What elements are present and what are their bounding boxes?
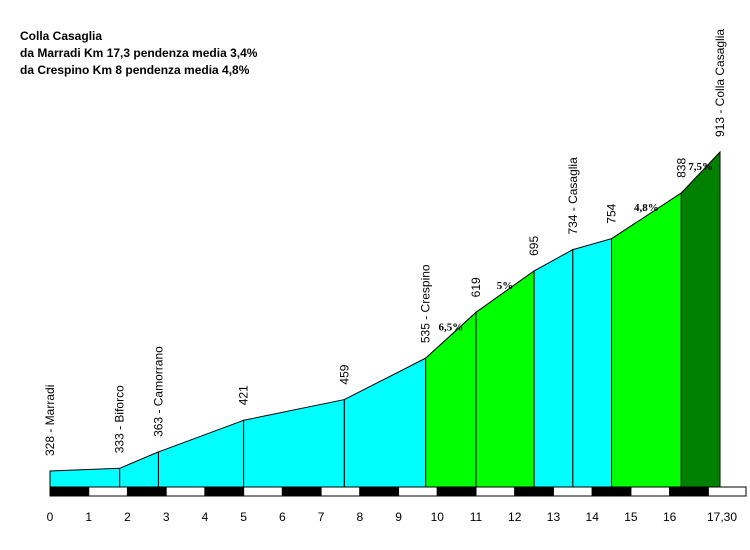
- profile-segment-1: [119, 451, 159, 488]
- point-label: 838: [674, 158, 688, 178]
- gradient-label: 5%: [497, 280, 514, 292]
- x-tick-label: 16: [663, 510, 677, 524]
- km-bar-block: [243, 486, 283, 497]
- km-bar-block: [281, 486, 322, 497]
- km-bar-block: [707, 486, 747, 497]
- profile-segment-2: [157, 419, 245, 488]
- x-tick-label: 17,30: [707, 510, 737, 524]
- point-labels: 328 - Marradi 333 - Biforco 363 - Camorran…: [43, 29, 727, 456]
- profile-segment-9: [611, 191, 682, 488]
- point-label: 913 - Colla Casaglia: [713, 29, 727, 137]
- x-tick-label: 0: [47, 510, 54, 524]
- km-bar-block: [49, 486, 90, 497]
- gradient-label: 6,5%: [438, 321, 463, 333]
- x-tick-label: 14: [586, 510, 600, 524]
- km-bar-block: [204, 486, 245, 497]
- chart-title-block: Colla Casaglia da Marradi Km 17,3 penden…: [20, 28, 257, 79]
- x-tick-label: 9: [395, 510, 402, 524]
- chart-subtitle-marradi: da Marradi Km 17,3 pendenza media 3,4%: [20, 46, 258, 60]
- x-tick-label: 12: [508, 510, 522, 524]
- km-bar-block: [320, 486, 361, 497]
- chart-title: Colla Casaglia: [20, 29, 103, 43]
- profile-segment-7: [533, 248, 574, 488]
- km-scale-bar: [49, 486, 747, 497]
- point-label: 333 - Biforco: [113, 385, 127, 453]
- km-bar-block: [126, 486, 167, 497]
- chart-subtitle-crespino: da Crespino Km 8 pendenza media 4,8%: [20, 63, 250, 77]
- km-bar-block: [514, 486, 554, 497]
- x-axis-ticks: 0 1 2 3 4 5 6 7 8 9 10 11 12 13 14 15 16 17,30: [47, 510, 738, 524]
- point-label: 754: [605, 203, 619, 223]
- gradient-labels: 6,5% 5% 4,8% 7,5%: [438, 161, 713, 333]
- km-bar-block: [88, 486, 128, 497]
- x-tick-label: 2: [124, 510, 131, 524]
- point-label: 734 - Casaglia: [566, 157, 580, 235]
- km-bar-block: [359, 486, 400, 497]
- gradient-label: 4,8%: [634, 202, 659, 214]
- profile-segment-5: [425, 311, 477, 488]
- point-label: 421: [237, 385, 251, 405]
- km-bar-block: [475, 486, 516, 497]
- km-bar-block: [591, 486, 632, 497]
- km-bar-block: [552, 486, 593, 497]
- x-tick-label: 7: [318, 510, 325, 524]
- x-tick-label: 15: [624, 510, 638, 524]
- x-tick-label: 3: [163, 510, 170, 524]
- point-label: 459: [337, 364, 351, 384]
- profile-segment-6: [475, 269, 535, 488]
- km-bar-block: [669, 486, 709, 497]
- km-bar-block: [398, 486, 438, 497]
- profile-segment-0: [49, 467, 121, 488]
- profile-segment-4: [343, 357, 427, 488]
- x-tick-label: 13: [547, 510, 561, 524]
- profile-segment-10: [680, 150, 721, 488]
- x-tick-label: 8: [356, 510, 363, 524]
- point-label: 535 - Crespino: [419, 264, 433, 343]
- x-tick-label: 10: [431, 510, 445, 524]
- profile-segment-3: [243, 398, 345, 488]
- point-label: 363 - Camorrano: [151, 346, 165, 437]
- x-tick-label: 6: [279, 510, 286, 524]
- point-label: 328 - Marradi: [43, 385, 57, 456]
- x-tick-label: 4: [202, 510, 209, 524]
- x-tick-label: 11: [470, 510, 483, 524]
- km-bar-block: [165, 486, 206, 497]
- point-label: 619: [469, 277, 483, 297]
- x-tick-label: 5: [240, 510, 247, 524]
- gradient-label: 7,5%: [688, 161, 713, 173]
- km-bar-block: [630, 486, 671, 497]
- km-bar-block: [436, 486, 477, 497]
- point-label: 695: [527, 236, 541, 256]
- profile-segment-8: [572, 238, 613, 488]
- x-tick-label: 1: [85, 510, 92, 524]
